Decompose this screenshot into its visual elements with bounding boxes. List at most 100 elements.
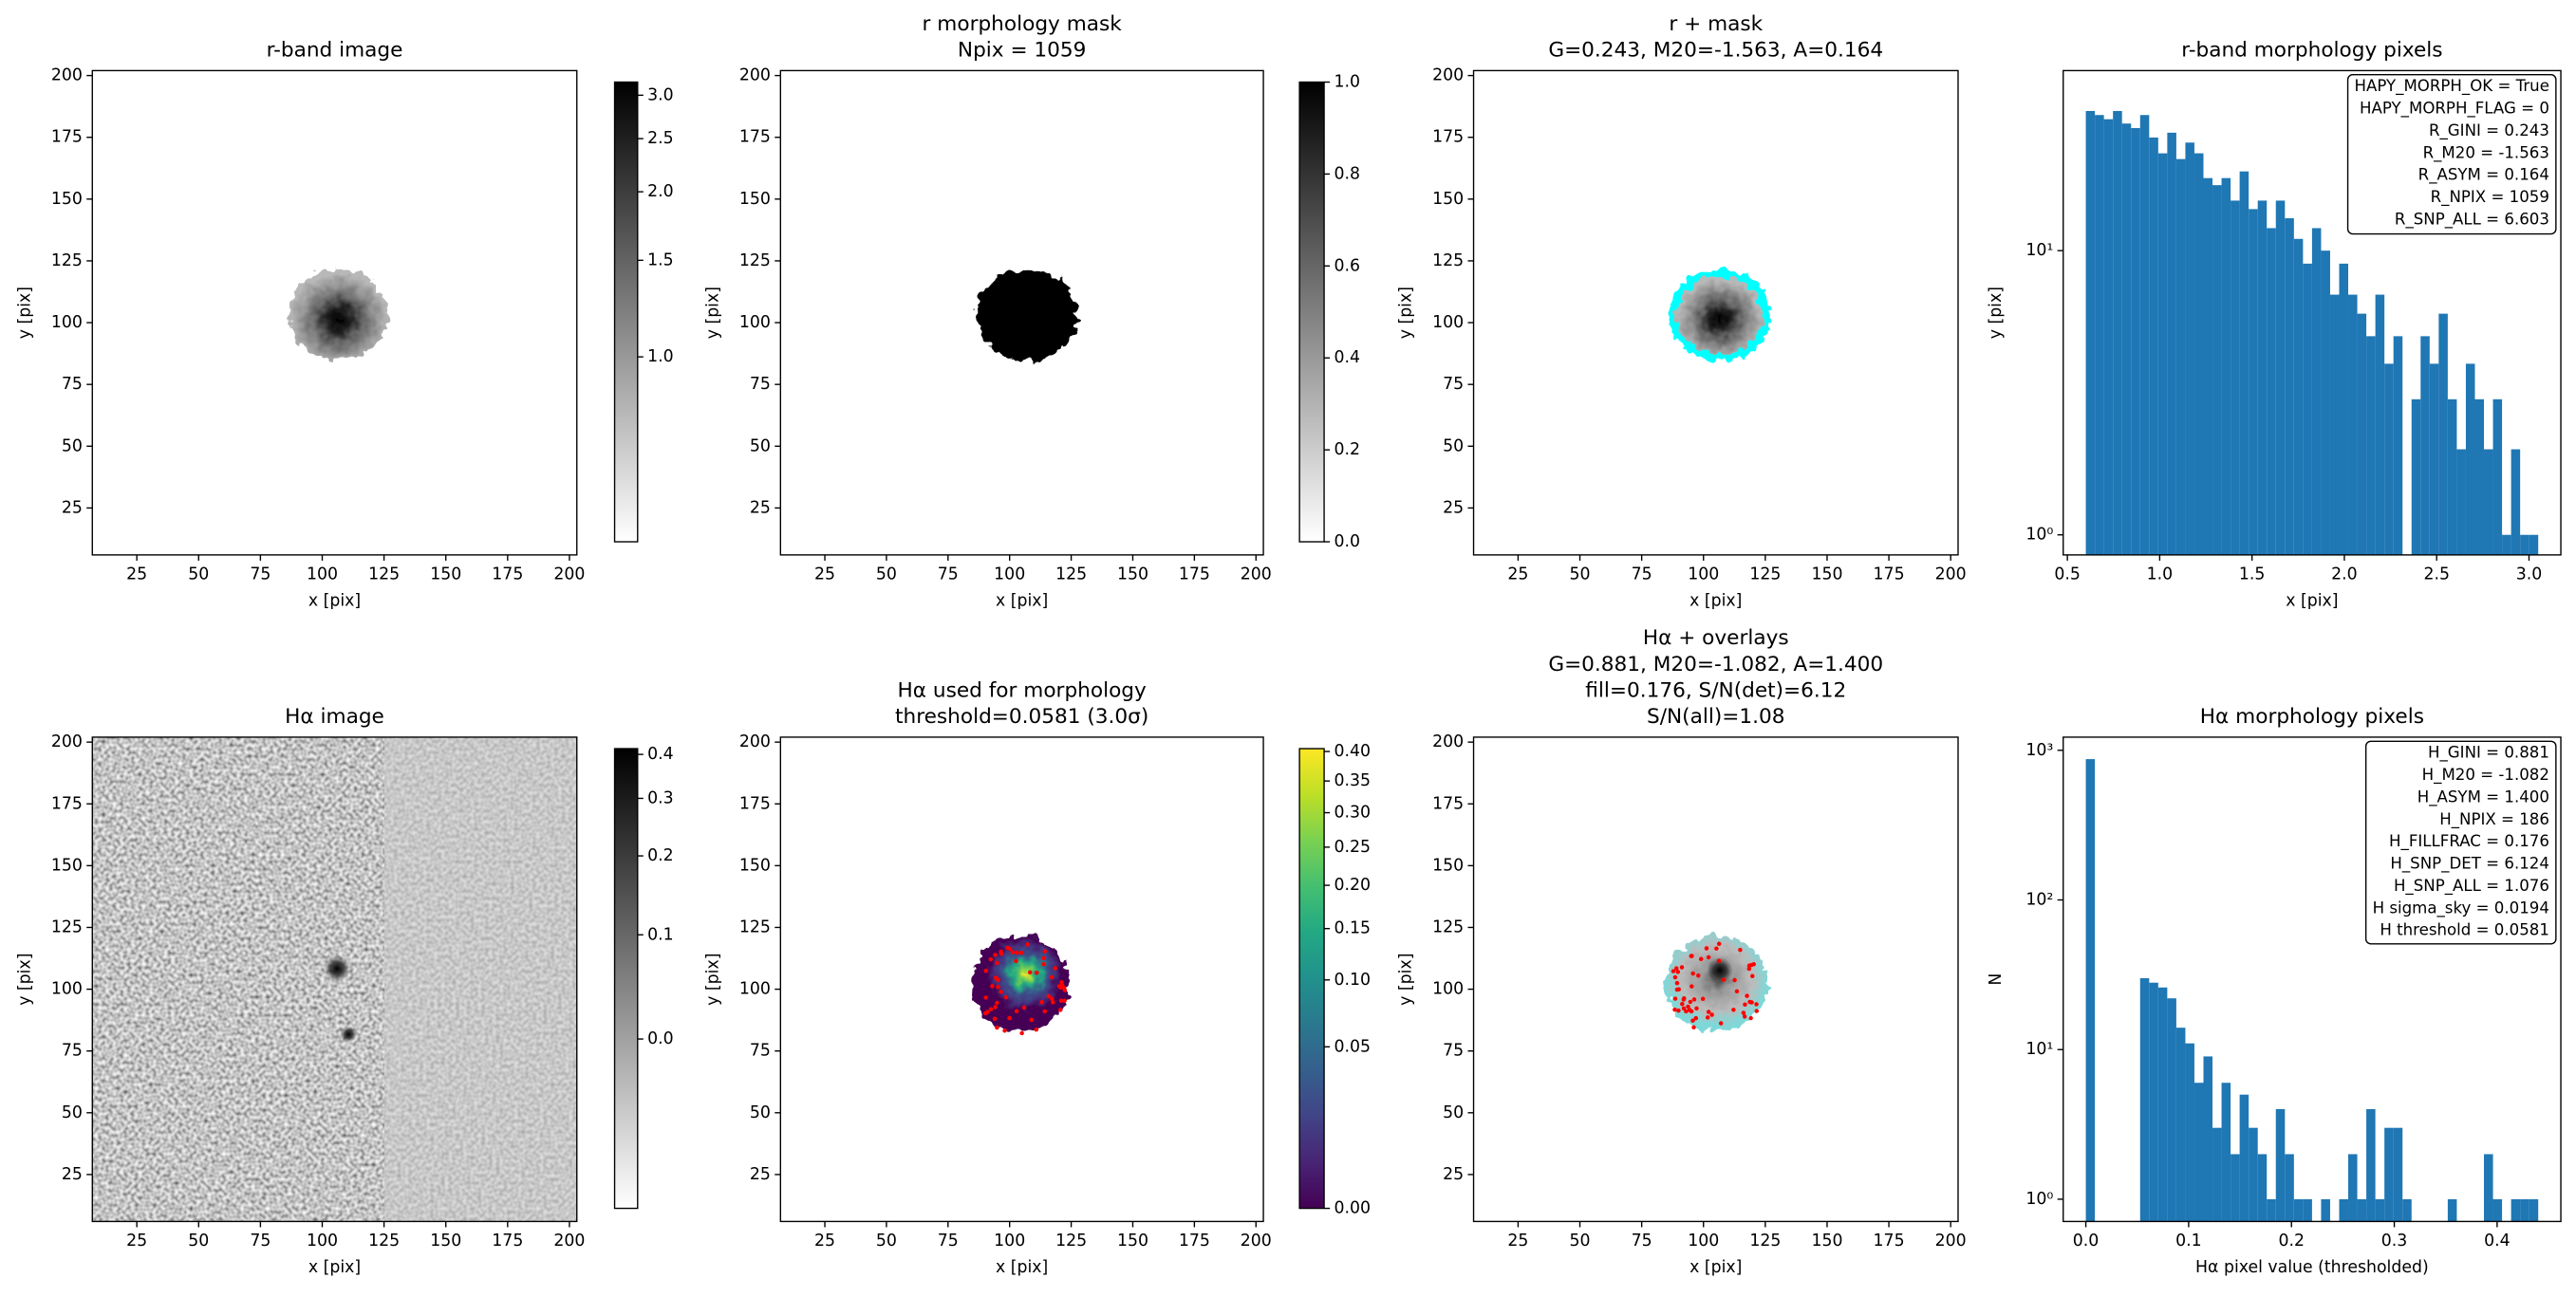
overlay-dot [1679, 965, 1685, 970]
bar [2393, 1127, 2403, 1222]
x-tick-label: 25 [126, 1232, 147, 1251]
bar [2239, 1094, 2249, 1222]
x-tick-label: 175 [492, 1232, 523, 1251]
colorbar-tick-label: 0.3 [647, 788, 674, 807]
colorbar-tick-label: 0.2 [1334, 440, 1360, 459]
overlay-dots [982, 941, 1760, 1036]
overlay-dot [1718, 1021, 1724, 1026]
overlay-dot [983, 995, 988, 1000]
bar [2520, 1198, 2529, 1222]
bar [2520, 534, 2529, 555]
x-axis-label: x [pix] [996, 1258, 1048, 1277]
x-tick-label: 100 [994, 1232, 1025, 1251]
chart-title: r + mask [1669, 12, 1763, 36]
bar [2492, 1198, 2503, 1222]
annotation-text: H_SNP_DET = 6.124 [2390, 855, 2549, 874]
bar [2465, 363, 2475, 555]
overlay-dot [1693, 1015, 1699, 1021]
overlay-dot [1672, 996, 1678, 1001]
bar [2511, 449, 2521, 555]
bar [2193, 153, 2204, 555]
y-tick-label: 75 [62, 375, 83, 394]
x-tick-label: 175 [492, 565, 523, 584]
ha-morph-blob [971, 936, 1070, 1031]
overlay-dot [1003, 994, 1009, 1000]
bar [2502, 534, 2511, 555]
y-tick-label: 25 [1443, 1165, 1464, 1184]
bar [2474, 398, 2485, 555]
bar [2293, 1198, 2304, 1222]
bar [2157, 153, 2168, 555]
bar [2411, 398, 2421, 555]
overlay-dot [1738, 947, 1743, 953]
y-axis-label: y [pix] [703, 954, 722, 1006]
overlay-dot [1018, 950, 1024, 955]
bar [2285, 1154, 2294, 1222]
x-tick-label: 2.5 [2423, 565, 2450, 584]
overlay-dot [1709, 1012, 1714, 1017]
bar [2257, 1154, 2268, 1222]
x-tick-label: 0.5 [2054, 565, 2081, 584]
overlay-dot [1691, 997, 1697, 1002]
bar [2175, 158, 2186, 555]
bar [2456, 449, 2466, 555]
y-axis-label: y [pix] [1397, 287, 1416, 339]
bar [2329, 294, 2340, 555]
bar [2484, 1154, 2493, 1222]
annotation-text: R_NPIX = 1059 [2431, 188, 2549, 207]
y-tick-label: 100 [51, 980, 83, 999]
annotation-text: HAPY_MORPH_FLAG = 0 [2360, 100, 2549, 119]
overlay-dot [1014, 958, 1018, 964]
x-tick-label: 125 [1749, 565, 1781, 584]
x-tick-label: 75 [1632, 1232, 1652, 1251]
colorbar-tick-label: 1.0 [1334, 73, 1360, 92]
axes-frame [1472, 69, 1959, 556]
x-axis-label: x [pix] [1689, 1258, 1742, 1277]
bar [2285, 218, 2294, 555]
annotation-text: R_ASYM = 0.164 [2418, 166, 2549, 185]
overlay-dot [990, 984, 995, 989]
axes-frame [91, 736, 578, 1223]
overlay-dot [1050, 996, 1055, 1001]
y-tick-label: 25 [750, 1165, 771, 1184]
x-tick-label: 125 [368, 1232, 400, 1251]
bar [2095, 115, 2104, 555]
y-tick-label: 125 [51, 251, 83, 270]
overlay-dot [1716, 958, 1722, 963]
bar [2511, 1198, 2521, 1222]
overlay-dot [1680, 1001, 1685, 1007]
overlay-dot [1741, 1010, 1746, 1015]
x-tick-label: 50 [1570, 565, 1591, 584]
overlay-dot [1042, 949, 1048, 954]
overlay-dot [985, 1010, 990, 1014]
x-tick-label: 175 [1874, 565, 1905, 584]
y-tick-label: 100 [51, 313, 83, 332]
x-tick-label: 100 [307, 565, 338, 584]
x-tick-label: 0.0 [2073, 1232, 2100, 1251]
x-tick-label: 50 [188, 565, 209, 584]
overlay-dot [1053, 966, 1057, 971]
overlay-dot [1034, 1027, 1039, 1032]
overlay-dot [992, 1016, 998, 1022]
y-axis-label: y [pix] [1987, 287, 2006, 339]
chart-title: threshold=0.0581 (3.0σ) [895, 705, 1148, 729]
bar [2384, 1127, 2394, 1222]
colorbar-tick-label: 2.5 [647, 129, 674, 148]
annotation-text: H_ASYM = 1.400 [2417, 787, 2549, 806]
y-tick-label: 175 [739, 128, 771, 147]
overlay-dot [1049, 974, 1055, 980]
overlay-dot [1041, 961, 1046, 967]
overlay-dot [1002, 1028, 1007, 1033]
x-tick-label: 125 [1055, 565, 1087, 584]
colorbar-tick-label: 0.4 [1334, 348, 1360, 367]
x-tick-label: 175 [1179, 565, 1210, 584]
y-tick-label: 10³ [2025, 741, 2053, 760]
bar [2438, 313, 2448, 555]
annotation-text: H_FILLFRAC = 0.176 [2389, 832, 2549, 851]
bar [2375, 1198, 2385, 1222]
y-tick-label: 150 [739, 190, 771, 209]
overlay-dot [1705, 1015, 1710, 1020]
y-tick-label: 175 [1432, 794, 1464, 813]
bar [2402, 1198, 2412, 1222]
